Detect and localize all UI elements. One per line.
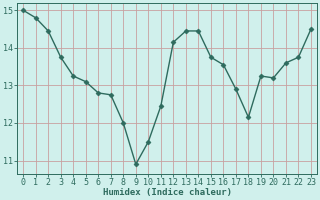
X-axis label: Humidex (Indice chaleur): Humidex (Indice chaleur): [103, 188, 232, 197]
